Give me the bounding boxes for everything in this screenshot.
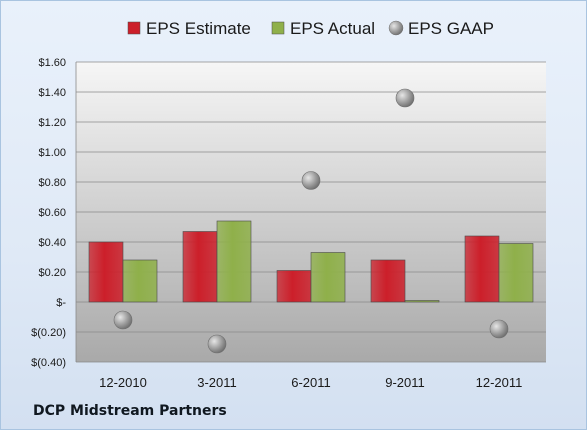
eps-chart: $1.60 $1.40 $1.20 $1.00 $0.80 $0.60 $0.40 $0.20…	[31, 19, 546, 390]
y-tick-label: $0.40	[38, 237, 66, 249]
y-tick-label: $(0.20)	[31, 327, 66, 339]
bar-eps-actual	[310, 252, 346, 303]
legend-swatch-eps-gaap	[388, 20, 404, 36]
x-tick-label: 3-2011	[197, 375, 237, 390]
bar-eps-estimate	[464, 235, 500, 303]
x-tick-label: 9-2011	[385, 375, 425, 390]
x-tick-label: 12-2011	[476, 375, 523, 390]
y-tick-label: $0.60	[38, 207, 66, 219]
legend-swatch-eps-actual	[271, 21, 285, 35]
y-tick-label: $1.40	[38, 87, 66, 99]
legend-swatch-eps-estimate	[127, 21, 141, 35]
legend-label: EPS Estimate	[146, 19, 251, 38]
bar-eps-estimate	[88, 241, 124, 303]
bar-eps-actual	[498, 243, 534, 303]
y-tick-label: $1.60	[38, 57, 66, 69]
company-name: DCP Midstream Partners	[33, 403, 227, 419]
y-tick-label: $1.20	[38, 117, 66, 129]
point-eps-gaap	[207, 334, 227, 354]
bar-eps-estimate	[276, 270, 312, 303]
point-eps-gaap	[395, 88, 415, 108]
point-eps-gaap	[113, 310, 133, 330]
bar-eps-estimate	[182, 231, 218, 303]
x-tick-label: 6-2011	[291, 375, 331, 390]
x-tick-label: 12-2010	[99, 375, 147, 390]
legend-label: EPS Actual	[290, 19, 375, 38]
y-tick-label: $-	[56, 297, 66, 309]
bar-eps-estimate	[370, 259, 406, 303]
legend-label: EPS GAAP	[408, 19, 494, 38]
y-tick-label: $0.20	[38, 267, 66, 279]
bar-eps-actual	[216, 220, 252, 303]
bar-eps-actual	[122, 259, 158, 303]
y-tick-label: $0.80	[38, 177, 66, 189]
y-tick-label: $1.00	[38, 147, 66, 159]
bar-eps-actual	[404, 300, 440, 303]
point-eps-gaap	[489, 319, 509, 339]
point-eps-gaap	[301, 171, 321, 190]
y-tick-label: $(0.40)	[31, 357, 66, 369]
